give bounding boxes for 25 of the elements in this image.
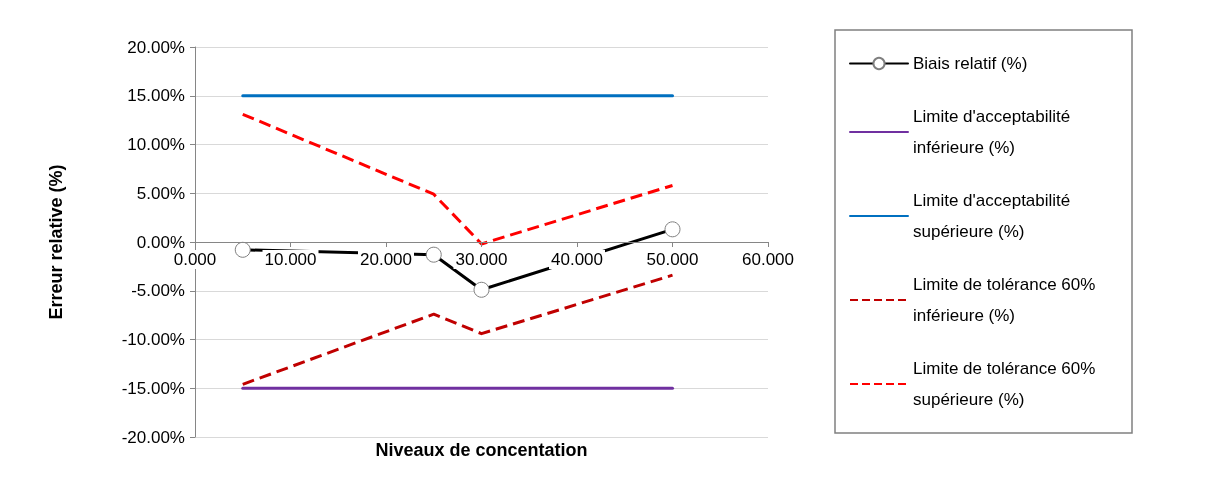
legend-label: Limite d'acceptabilité supérieure (%): [913, 191, 1075, 241]
y-axis-title: Erreur relative (%): [46, 164, 66, 320]
y-tick-label: 15.00%: [127, 86, 185, 106]
x-tick-label: 0.000: [173, 250, 217, 269]
y-tick-label: -15.00%: [121, 378, 185, 398]
line-series: [241, 273, 674, 386]
y-tick-label: -20.00%: [121, 427, 185, 447]
legend-label: Limite d'acceptabilité inférieure (%): [913, 107, 1075, 157]
y-tick-label: 10.00%: [127, 135, 185, 154]
line-series: [241, 112, 674, 246]
x-tick-label: 20.000: [360, 250, 412, 269]
y-tick-label: -10.00%: [121, 330, 185, 349]
legend-label: Limite de tolérance 60% supérieure (%): [913, 359, 1101, 409]
x-tick-label: 40.000: [551, 250, 603, 269]
y-tick-label: 5.00%: [136, 183, 185, 203]
x-axis-title: Niveaux de concentation: [375, 440, 588, 460]
x-tick-label: 60.000: [742, 250, 794, 269]
x-tick-label: 10.000: [264, 250, 317, 269]
x-tick-label: 50.000: [646, 250, 699, 269]
legend-label: Limite de tolérance 60% inférieure (%): [913, 275, 1101, 325]
y-tick-label: 0.00%: [136, 232, 185, 252]
legend-label: Biais relatif (%): [913, 54, 1028, 73]
x-tick-label: 30.000: [455, 250, 508, 269]
y-tick-label: -5.00%: [131, 281, 185, 301]
y-tick-label: 20.00%: [127, 37, 185, 57]
